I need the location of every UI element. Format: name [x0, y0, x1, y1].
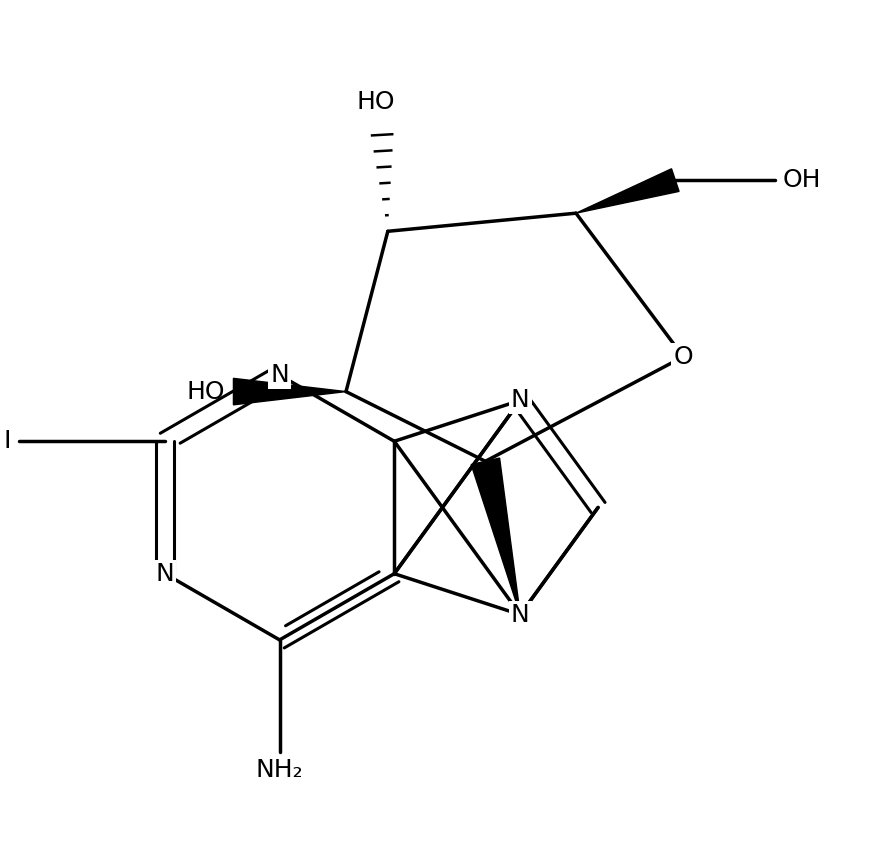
Text: N: N: [511, 389, 530, 412]
Text: O: O: [673, 345, 693, 369]
Text: NH₂: NH₂: [256, 757, 303, 781]
Polygon shape: [576, 169, 679, 213]
Polygon shape: [233, 378, 346, 405]
Polygon shape: [471, 458, 520, 614]
Text: N: N: [156, 561, 175, 585]
Text: N: N: [270, 363, 289, 387]
Text: N: N: [511, 602, 530, 626]
Text: HO: HO: [357, 89, 395, 113]
Text: OH: OH: [782, 168, 821, 192]
Text: I: I: [4, 429, 12, 453]
Text: HO: HO: [187, 380, 225, 404]
